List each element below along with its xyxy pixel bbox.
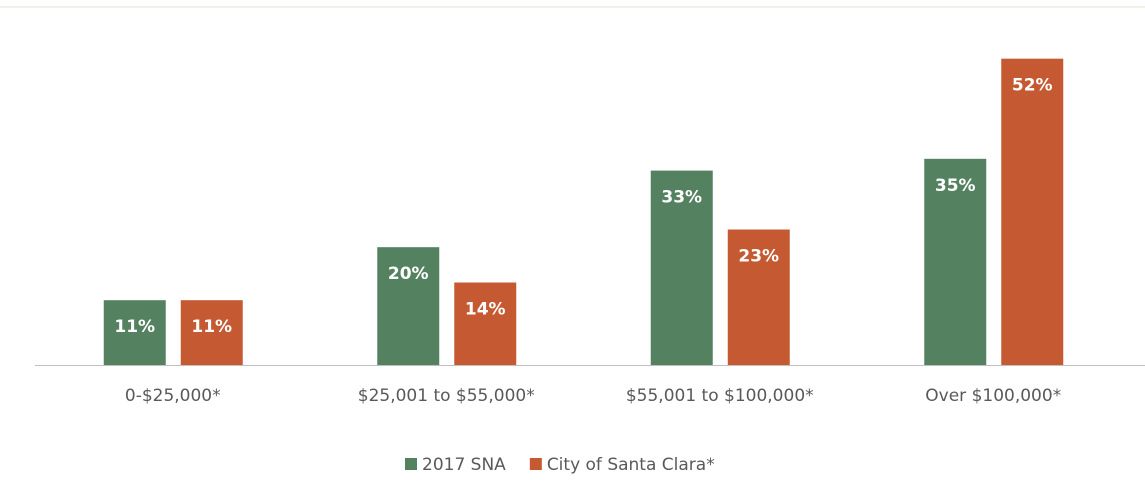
- x-tick-label: Over $100,000*: [925, 386, 1061, 406]
- data-label: 14%: [465, 300, 506, 320]
- data-label: 33%: [661, 188, 702, 208]
- data-label: 20%: [388, 264, 429, 284]
- legend-label: City of Santa Clara*: [547, 455, 715, 475]
- data-label: 35%: [935, 176, 976, 196]
- bar: [1001, 58, 1064, 365]
- x-tick-label: $55,001 to $100,000*: [626, 386, 814, 406]
- bar: [103, 300, 166, 365]
- bar: [454, 282, 517, 365]
- bar: [924, 158, 987, 365]
- bar: [180, 300, 243, 365]
- legend-swatch: [529, 458, 542, 470]
- data-label: 23%: [738, 247, 779, 267]
- data-label: 52%: [1012, 76, 1053, 96]
- x-tick-label: 0-$25,000*: [125, 386, 221, 406]
- x-tick-label: $25,001 to $55,000*: [358, 386, 535, 406]
- data-label: 11%: [191, 317, 232, 337]
- legend-swatch: [405, 458, 417, 470]
- bar: [727, 229, 790, 365]
- bar: [377, 247, 440, 365]
- bar: [650, 170, 713, 365]
- legend-label: 2017 SNA: [422, 455, 506, 475]
- data-label: 11%: [114, 317, 155, 337]
